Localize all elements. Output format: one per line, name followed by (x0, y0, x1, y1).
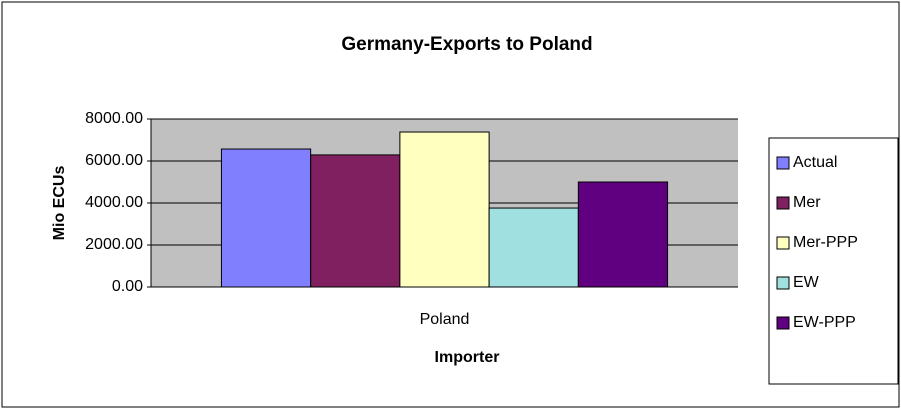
legend-swatch (776, 196, 790, 210)
x-axis-label: Importer (435, 349, 500, 366)
y-tick-label: 2000.00 (85, 236, 143, 253)
legend-box (768, 137, 899, 385)
legend-label: EW-PPP (793, 314, 856, 331)
y-axis-label: Mio ECUs (51, 166, 68, 241)
legend-swatch (776, 236, 790, 250)
chart-title: Germany-Exports to Poland (341, 34, 592, 55)
y-tick-label: 4000.00 (85, 194, 143, 211)
bar (220, 148, 312, 288)
legend-label: Actual (793, 154, 837, 171)
bar (399, 131, 490, 288)
legend-swatch (776, 156, 790, 170)
y-tick-label: 0.00 (112, 278, 143, 295)
legend-label: EW (793, 274, 820, 291)
legend-label: Mer (793, 194, 821, 211)
legend-swatch (776, 276, 790, 290)
legend-swatch (776, 316, 790, 330)
y-tick-label: 8000.00 (85, 110, 143, 127)
bar (577, 181, 669, 288)
y-tick-label: 6000.00 (85, 152, 143, 169)
legend-label: Mer-PPP (793, 234, 858, 251)
bar (488, 207, 579, 288)
x-tick-label: Poland (420, 311, 470, 328)
bar (310, 154, 401, 288)
